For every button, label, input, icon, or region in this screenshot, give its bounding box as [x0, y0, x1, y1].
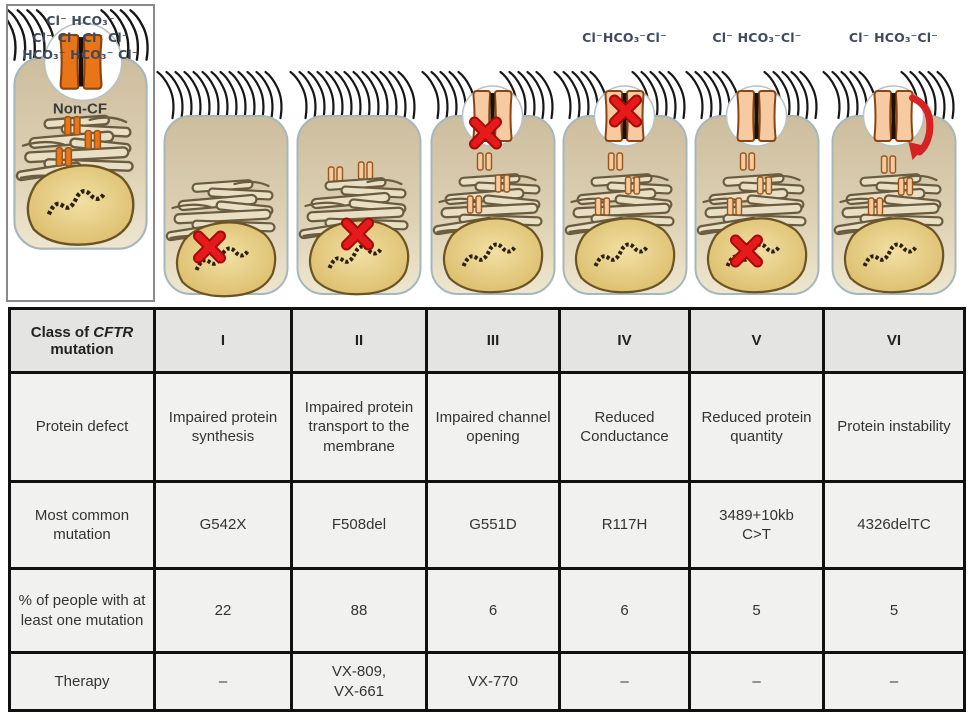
- non-cf-label: Non-CF: [53, 100, 107, 117]
- cell-illustration: [826, 68, 956, 295]
- cell-value: VX-770: [425, 651, 561, 712]
- cell-value: Impaired protein synthesis: [153, 371, 293, 483]
- cell-value: Reduced protein quantity: [688, 371, 825, 483]
- cilia-icon: [157, 72, 281, 118]
- cell-value: 5: [688, 567, 825, 654]
- cell-value: G551D: [425, 480, 561, 570]
- nucleus-icon: [574, 217, 675, 294]
- cell-value: G542X: [153, 480, 293, 570]
- nucleus-icon: [26, 164, 135, 246]
- row-percent-with-mutation: % of people with at least one mutation 2…: [8, 567, 966, 654]
- cell-illustration: [557, 68, 687, 295]
- recycle-arrow-icon: [908, 94, 933, 160]
- cell-class-4: Cl⁻HCO₃⁻Cl⁻: [559, 0, 690, 305]
- class-header: I: [153, 307, 293, 374]
- row-most-common-mutation: Most common mutation G542X F508del G551D…: [8, 480, 966, 570]
- cell-value: Protein instability: [822, 371, 966, 483]
- cilia-icon: [290, 72, 414, 118]
- cell-value: –: [822, 651, 966, 712]
- cftr-channel-icon: [735, 89, 778, 143]
- mutation-class-table: Class of CFTR mutation I II III IV V VI …: [8, 307, 966, 712]
- cell-value: 88: [290, 567, 428, 654]
- cell-value: –: [153, 651, 293, 712]
- red-x-icon: [198, 236, 220, 258]
- cell-value: 3489+10kb C>T: [688, 480, 825, 570]
- red-x-icon: [346, 223, 368, 245]
- cell-illustration: [157, 68, 288, 298]
- cell-value: 6: [425, 567, 561, 654]
- cell-value: Reduced Conductance: [558, 371, 691, 483]
- ion-label: Cl⁻ HCO₃⁻ Cl⁻ Cl⁻ Cl⁻ Cl⁻ HCO₃⁻ HCO₃⁻ Cl…: [22, 13, 139, 62]
- red-x-icon: [475, 122, 497, 144]
- cell-class-3: [426, 0, 560, 305]
- cftr-channel-icon: [872, 89, 914, 143]
- cell-value: Impaired channel opening: [425, 371, 561, 483]
- class-header: III: [425, 307, 561, 374]
- class-header: V: [688, 307, 825, 374]
- cell-non-cf: Cl⁻ HCO₃⁻ Cl⁻ Cl⁻ Cl⁻ Cl⁻ HCO₃⁻ HCO₃⁻ Cl…: [6, 4, 155, 302]
- ion-label: Cl⁻HCO₃⁻Cl⁻: [582, 30, 667, 45]
- cell-value: 22: [153, 567, 293, 654]
- row-therapy: Therapy – VX-809, VX-661 VX-770 – – –: [8, 651, 966, 712]
- cell-class-6: Cl⁻ HCO₃⁻Cl⁻: [824, 0, 963, 305]
- class-header: IV: [558, 307, 691, 374]
- cell-illustration: [426, 68, 556, 295]
- row-label: Most common mutation: [8, 480, 156, 570]
- cell-value: F508del: [290, 480, 428, 570]
- cell-value: VX-809, VX-661: [290, 651, 428, 712]
- red-x-icon: [614, 100, 636, 122]
- row-label: Protein defect: [8, 371, 156, 483]
- nucleus-icon: [175, 221, 276, 298]
- cell-value: 4326delTC: [822, 480, 966, 570]
- cell-value: R117H: [558, 480, 691, 570]
- cell-value: 6: [558, 567, 691, 654]
- cell-value: –: [558, 651, 691, 712]
- row-label: Therapy: [8, 651, 156, 712]
- row-protein-defect: Protein defect Impaired protein synthesi…: [8, 371, 966, 483]
- red-x-icon: [736, 240, 758, 262]
- cell-illustration: [690, 68, 820, 295]
- ion-label: Cl⁻ HCO₃⁻Cl⁻: [712, 30, 802, 45]
- ion-label: Cl⁻ HCO₃⁻Cl⁻: [848, 30, 939, 45]
- cell-illustration: Non-CF: [8, 6, 148, 250]
- cell-class-1: [158, 0, 293, 305]
- cell-value: Impaired protein transport to the membra…: [290, 371, 428, 483]
- nucleus-icon: [843, 217, 944, 294]
- cell-value: –: [688, 651, 825, 712]
- class-header: II: [290, 307, 428, 374]
- cell-class-5: Cl⁻ HCO₃⁻Cl⁻: [691, 0, 823, 305]
- nucleus-icon: [442, 217, 544, 294]
- cell-value: 5: [822, 567, 966, 654]
- class-header: VI: [822, 307, 966, 374]
- table-header-row: Class of CFTR mutation I II III IV V VI: [8, 307, 966, 374]
- row-label-class-of-cftr-mutation: Class of CFTR mutation: [8, 307, 156, 374]
- cell-class-2: [291, 0, 426, 305]
- cell-illustration: [290, 68, 421, 296]
- row-label: % of people with at least one mutation: [8, 567, 156, 654]
